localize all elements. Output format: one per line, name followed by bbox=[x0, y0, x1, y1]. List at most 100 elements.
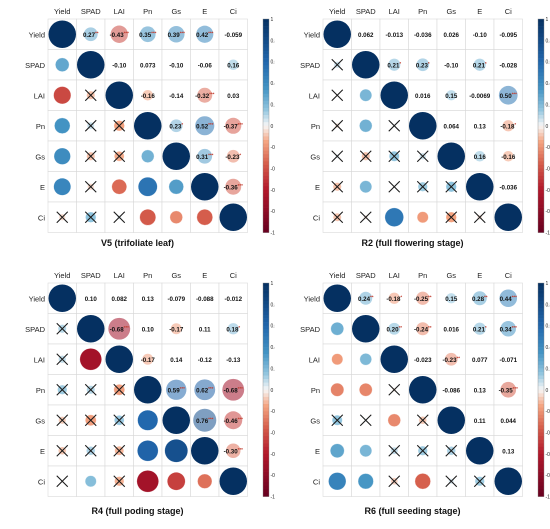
colorbar-segment bbox=[538, 107, 544, 112]
grid-cell bbox=[161, 49, 191, 81]
colorbar-segment bbox=[538, 157, 544, 162]
colorbar-segment bbox=[538, 407, 544, 412]
colorbar-segment bbox=[263, 492, 269, 497]
colorbar-segment bbox=[263, 65, 269, 70]
row-label-lai: LAI bbox=[34, 355, 45, 364]
correlation-coefficient: -0.30*** bbox=[224, 447, 244, 455]
column-label-pn: Pn bbox=[143, 7, 152, 16]
diagonal-circle bbox=[466, 437, 494, 465]
grid-cell bbox=[465, 18, 495, 50]
colorbar-tick-label: -0.8 bbox=[546, 209, 550, 215]
correlation-coefficient: -0.16 bbox=[501, 154, 516, 161]
grid-cell bbox=[322, 110, 352, 142]
colorbar-segment bbox=[263, 453, 269, 458]
colorbar-segment bbox=[538, 457, 544, 462]
colorbar-segment bbox=[263, 97, 269, 102]
grid-cell bbox=[465, 79, 495, 111]
colorbar-tick-label: -0.2 bbox=[271, 145, 276, 151]
colorbar-segment bbox=[538, 403, 544, 408]
colorbar-segment bbox=[538, 329, 544, 334]
correlation-circle bbox=[168, 179, 184, 195]
correlation-coefficient: 0.15 bbox=[445, 296, 458, 303]
colorbar-segment bbox=[263, 104, 269, 109]
correlation-shade bbox=[108, 317, 131, 340]
correlation-coefficient: 0.34*** bbox=[500, 325, 518, 333]
colorbar-segment bbox=[263, 79, 269, 84]
diagonal-circle bbox=[494, 467, 522, 495]
grid-cell bbox=[190, 49, 220, 81]
colorbar-segment bbox=[538, 150, 544, 155]
colorbar-segment bbox=[263, 204, 269, 208]
correlation-coefficient: 0.44*** bbox=[500, 295, 518, 303]
colorbar-segment bbox=[263, 457, 269, 462]
colorbar-segment bbox=[263, 471, 269, 476]
correlation-coefficient: -0.18* bbox=[386, 295, 402, 303]
colorbar-segment bbox=[538, 322, 544, 326]
colorbar-segment bbox=[263, 290, 269, 294]
colorbar-segment bbox=[263, 221, 269, 226]
colorbar-segment bbox=[263, 72, 269, 77]
colorbar-segment bbox=[263, 161, 269, 166]
colorbar-segment bbox=[263, 357, 269, 362]
colorbar-segment bbox=[538, 104, 544, 109]
grid-cell bbox=[436, 110, 466, 142]
colorbar-segment bbox=[538, 375, 544, 380]
correlation-shade bbox=[388, 322, 401, 335]
correlation-coefficient: -0.37*** bbox=[224, 122, 244, 130]
nonsignificant-cross bbox=[331, 150, 344, 163]
colorbar-segment bbox=[263, 450, 269, 455]
colorbar bbox=[537, 18, 545, 233]
correlation-coefficient: -0.18* bbox=[500, 122, 516, 130]
colorbar-segment bbox=[263, 436, 269, 440]
colorbar-segment bbox=[538, 54, 544, 59]
correlation-matrix-r2: Yield SPAD LAI Pn Gs E Ci Yield SPAD LAI Pn Gs E Ci 0.… bbox=[300, 7, 550, 237]
column-label-gs: Gs bbox=[171, 7, 181, 16]
row-label-ci: Ci bbox=[38, 213, 45, 222]
correlation-shade bbox=[502, 150, 514, 162]
colorbar-segment bbox=[538, 100, 544, 105]
colorbar-segment bbox=[263, 485, 269, 490]
correlation-shade bbox=[225, 443, 241, 459]
diagonal-circle bbox=[352, 51, 380, 79]
correlation-circle bbox=[357, 473, 374, 490]
grid-cell bbox=[133, 49, 163, 81]
diagonal-circle bbox=[105, 345, 133, 373]
colorbar bbox=[537, 282, 545, 497]
colorbar-segment bbox=[263, 318, 269, 323]
correlation-shade bbox=[446, 293, 457, 304]
correlation-shade bbox=[110, 25, 128, 43]
colorbar-segment bbox=[538, 293, 544, 298]
correlation-coefficient: -0.32*** bbox=[195, 92, 215, 100]
column-label-pn: Pn bbox=[143, 271, 152, 280]
correlation-coefficient: 0.13 bbox=[474, 387, 487, 394]
correlation-matrix-v5: Yield SPAD LAI Pn Gs E Ci Yield SPAD LAI Pn Gs E Ci 0.… bbox=[25, 7, 276, 237]
colorbar-segment bbox=[538, 332, 544, 337]
correlation-coefficient: -0.086 bbox=[442, 387, 460, 394]
panel-title-v5: V5 (trifoliate leaf) bbox=[100, 238, 174, 248]
colorbar-segment bbox=[538, 364, 544, 369]
colorbar-segment bbox=[538, 26, 544, 30]
colorbar-segment bbox=[538, 318, 544, 323]
nonsignificant-cross bbox=[331, 211, 344, 224]
colorbar-segment bbox=[538, 464, 544, 469]
colorbar-segment bbox=[538, 132, 544, 137]
colorbar-segment bbox=[263, 371, 269, 376]
colorbar-segment bbox=[263, 300, 269, 305]
colorbar-segment bbox=[263, 147, 269, 151]
correlation-circle bbox=[359, 383, 373, 397]
colorbar-segment bbox=[263, 118, 269, 123]
colorbar-segment bbox=[538, 189, 544, 194]
row-label-gs: Gs bbox=[310, 152, 320, 161]
colorbar-tick-label: -0.6 bbox=[271, 188, 276, 194]
correlation-shade bbox=[444, 352, 458, 366]
row-label-lai: LAI bbox=[34, 91, 45, 100]
colorbar-segment bbox=[538, 211, 544, 216]
colorbar-segment bbox=[538, 425, 544, 430]
colorbar-segment bbox=[263, 125, 269, 130]
nonsignificant-cross bbox=[416, 414, 429, 427]
colorbar-segment bbox=[263, 54, 269, 59]
correlation-circle bbox=[384, 207, 404, 227]
correlation-shade bbox=[502, 120, 514, 132]
correlation-coefficient: -0.06 bbox=[198, 62, 213, 69]
colorbar-segment bbox=[538, 19, 544, 23]
